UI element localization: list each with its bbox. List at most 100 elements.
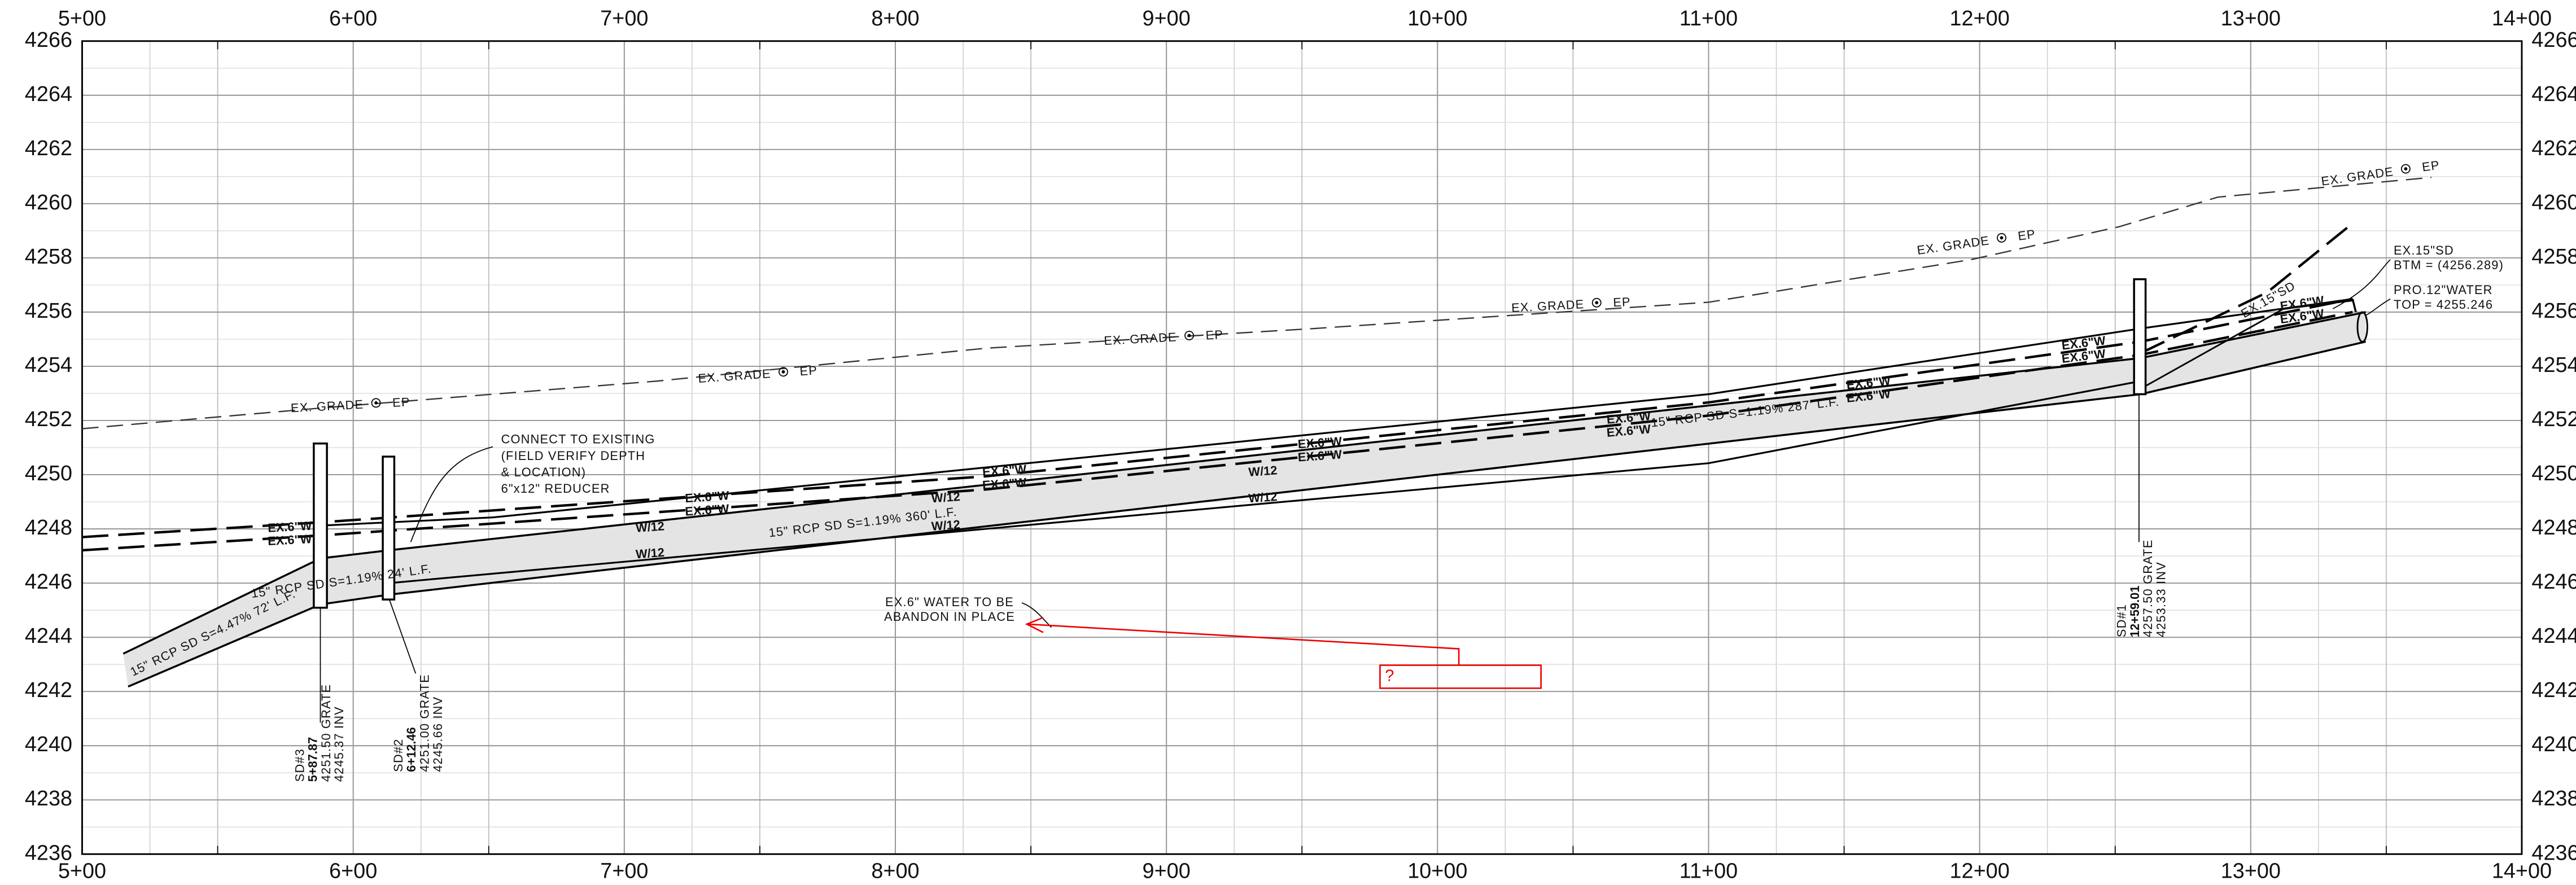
existing-grade <box>82 177 2432 430</box>
elevation-label: 4244 <box>2531 624 2576 648</box>
redline-arrow <box>1025 616 1044 633</box>
callout: & LOCATION) <box>501 465 587 479</box>
grade-symbol <box>781 370 785 374</box>
ex-water <box>82 310 2353 552</box>
structure-label: 4257.50 GRATE <box>2141 540 2155 638</box>
w12-label: W/12 <box>931 489 961 505</box>
station-label: 5+00 <box>58 859 106 883</box>
callout: ABANDON IN PLACE <box>884 610 1015 624</box>
structure-label: SD#2 <box>391 739 405 772</box>
grade-symbol <box>779 367 788 377</box>
grade-symbol <box>371 398 381 408</box>
elevation-label: 4264 <box>25 82 72 106</box>
structure <box>2133 278 2147 396</box>
structure-label: 4245.66 INV <box>431 696 445 772</box>
w12-label: W/12 <box>931 517 961 533</box>
structure <box>313 442 328 609</box>
w12-label: W/12 <box>1248 463 1278 479</box>
station-label: 12+00 <box>1950 859 2010 883</box>
grade-text: EP <box>2421 157 2441 174</box>
station-label: 9+00 <box>1143 859 1191 883</box>
w12-label: W/12 <box>635 545 665 561</box>
elevation-label: 4262 <box>25 137 72 160</box>
elevation-label: 4238 <box>2531 787 2576 810</box>
elevation-label: 4238 <box>25 787 72 810</box>
grade-text: EP <box>1205 327 1224 343</box>
grade-text: EP <box>392 395 411 410</box>
structure-label: 4253.33 INV <box>2154 562 2168 637</box>
station-label: 7+00 <box>600 7 648 30</box>
elevation-label: 4248 <box>25 516 72 540</box>
grade-text: EP <box>2017 227 2037 243</box>
elevation-label: 4236 <box>2531 841 2576 865</box>
water-label: EX.6"W <box>685 488 730 505</box>
water-label: EX.6"W <box>1297 434 1342 451</box>
structure-label: 4251.00 GRATE <box>417 674 431 772</box>
elevation-label: 4264 <box>2531 82 2576 106</box>
elevation-label: 4236 <box>25 841 72 865</box>
callout: BTM = (4256.289) <box>2394 258 2504 272</box>
callout: EX.15"SD <box>2394 243 2454 257</box>
elevation-label: 4262 <box>2531 137 2576 160</box>
ex-15-sd <box>2140 222 2354 354</box>
elevation-label: 4260 <box>2531 191 2576 214</box>
station-label: 5+00 <box>58 7 106 30</box>
elevation-label: 4260 <box>25 191 72 214</box>
grade-symbol <box>1997 233 2006 243</box>
station-label: 11+00 <box>1680 7 1738 30</box>
w12-label: W/12 <box>1248 489 1278 505</box>
station-label: 6+00 <box>329 859 377 883</box>
elevation-label: 4248 <box>2531 516 2576 540</box>
elevation-label: 4242 <box>25 678 72 702</box>
callout: 6"x12" REDUCER <box>501 481 610 496</box>
station-label: 14+00 <box>2492 859 2552 883</box>
callout: EX.6" WATER TO BE <box>885 595 1014 609</box>
redline <box>1026 623 1460 665</box>
station-label: 14+00 <box>2492 7 2552 30</box>
elevation-label: 4256 <box>2531 299 2576 323</box>
grade-symbol <box>1184 331 1194 340</box>
structure-label: 4251.50 GRATE <box>319 684 333 782</box>
redline-box <box>1379 664 1542 689</box>
elevation-label: 4252 <box>25 408 72 431</box>
ex-water <box>82 297 2353 538</box>
station-label: 13+00 <box>2221 7 2281 30</box>
station-label: 12+00 <box>1950 7 2010 30</box>
redline-note: ? <box>1385 667 1394 685</box>
grade-symbol <box>2400 164 2411 174</box>
station-label: 9+00 <box>1143 7 1191 30</box>
elevation-label: 4254 <box>2531 353 2576 377</box>
elevation-label: 4254 <box>25 353 72 377</box>
callout: CONNECT TO EXISTING <box>501 432 655 446</box>
w12-label: W/12 <box>635 519 665 534</box>
connector <box>2145 300 2353 387</box>
station-label: 6+00 <box>329 7 377 30</box>
station-label: 7+00 <box>600 859 648 883</box>
elevation-label: 4246 <box>25 570 72 594</box>
elevation-label: 4266 <box>25 28 72 52</box>
water-label: EX.6"W <box>1297 447 1342 464</box>
leader <box>410 446 493 542</box>
structure-label: SD#1 <box>2115 604 2129 637</box>
structure-label: 12+59.01 <box>2128 586 2142 638</box>
leader <box>388 599 417 674</box>
elevation-label: 4240 <box>25 733 72 756</box>
water-label: EX.6"W <box>268 519 313 535</box>
structure-label: 6+12.46 <box>404 727 418 772</box>
grade-symbol <box>2404 167 2408 171</box>
station-label: 8+00 <box>871 859 919 883</box>
grade-symbol <box>1591 297 1602 308</box>
elevation-label: 4250 <box>2531 462 2576 485</box>
frame <box>81 40 2523 855</box>
grade-symbol <box>374 401 378 405</box>
grade-symbol <box>1595 301 1599 305</box>
elevation-label: 4252 <box>2531 408 2576 431</box>
grade-symbol <box>2000 236 2004 240</box>
ex-water-end <box>2351 299 2357 313</box>
callout: (FIELD VERIFY DEPTH <box>501 449 646 463</box>
elevation-label: 4240 <box>2531 733 2576 756</box>
elevation-label: 4266 <box>2531 28 2576 52</box>
pipe-end <box>2356 311 2368 343</box>
